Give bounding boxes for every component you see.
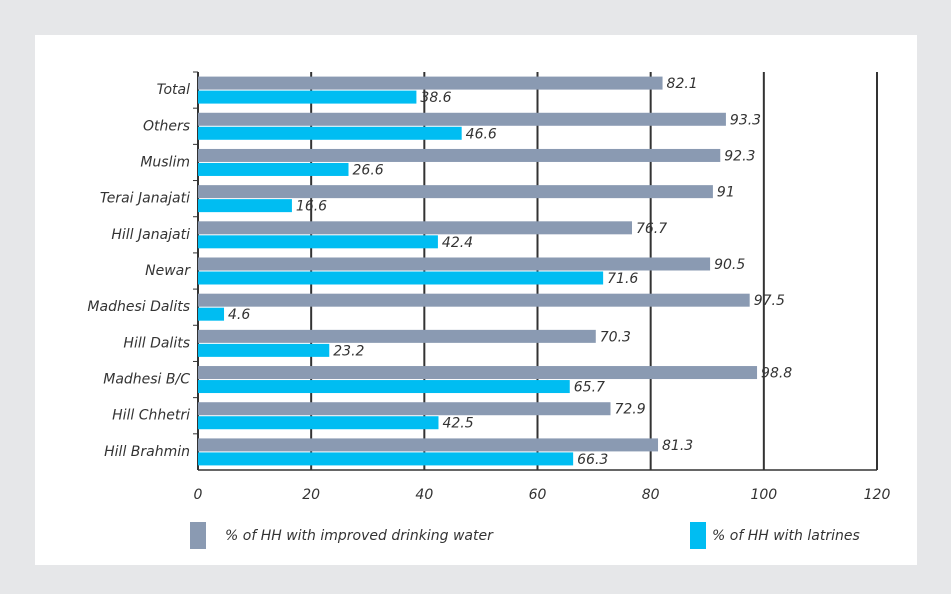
data-label: 26.6	[353, 162, 384, 178]
y-tick-label: Madhesi Dalits	[87, 299, 190, 315]
data-label: 46.6	[466, 126, 497, 142]
bar	[198, 162, 349, 176]
bar	[198, 126, 462, 140]
data-label: 42.4	[442, 235, 473, 251]
data-label: 93.3	[730, 112, 761, 128]
y-tick-label: Terai Janajati	[100, 191, 190, 207]
data-label: 92.3	[724, 148, 755, 164]
data-label: 71.6	[607, 271, 638, 287]
y-tick-label: Hill Dalits	[123, 335, 190, 351]
legend-swatch	[190, 522, 206, 549]
x-tick-label: 120	[864, 487, 891, 503]
data-label: 4.6	[228, 307, 250, 323]
data-label: 16.6	[296, 199, 327, 215]
data-label: 42.5	[442, 416, 473, 432]
bar	[198, 343, 330, 357]
bar	[198, 438, 659, 452]
bar	[198, 271, 604, 285]
data-label: 98.8	[761, 366, 792, 382]
bar	[198, 185, 713, 199]
bar	[198, 257, 711, 271]
y-tick-label: Madhesi B/C	[103, 372, 190, 388]
x-tick-label: 80	[642, 487, 660, 503]
x-tick-label: 40	[415, 487, 433, 503]
y-tick-label: Hill Brahmin	[104, 444, 190, 460]
legend-swatch	[690, 522, 706, 549]
y-tick-label: Hill Chhetri	[112, 408, 190, 424]
data-label: 81.3	[662, 438, 693, 454]
y-tick-label: Newar	[145, 263, 191, 279]
data-label: 65.7	[574, 380, 605, 396]
data-label: 97.5	[754, 293, 785, 309]
bar	[198, 148, 721, 162]
data-label: 72.9	[614, 402, 645, 418]
y-tick-label: Others	[143, 118, 190, 134]
data-label: 90.5	[714, 257, 745, 273]
data-label: 23.2	[333, 343, 364, 359]
legend-label: % of HH with latrines	[712, 528, 860, 544]
bar	[198, 402, 611, 416]
x-tick-label: 0	[194, 487, 203, 503]
bar	[198, 76, 663, 90]
bar	[198, 329, 596, 343]
bar	[198, 452, 574, 466]
bar	[198, 380, 570, 394]
x-tick-label: 20	[302, 487, 320, 503]
y-tick-label: Total	[157, 82, 190, 98]
legend-label: % of HH with improved drinking water	[225, 528, 494, 544]
data-label: 76.7	[636, 221, 667, 237]
bar	[198, 199, 292, 213]
x-tick-label: 60	[529, 487, 547, 503]
y-tick-label: Hill Janajati	[111, 227, 190, 243]
bar	[198, 112, 726, 126]
x-tick-label: 100	[750, 487, 777, 503]
data-label: 66.3	[577, 452, 608, 468]
bar	[198, 293, 750, 307]
data-label: 38.6	[420, 90, 451, 106]
bar	[198, 221, 632, 235]
bar	[198, 235, 438, 249]
bar	[198, 366, 758, 380]
data-label: 70.3	[600, 329, 631, 345]
data-label: 82.1	[667, 76, 698, 92]
data-label: 91	[717, 185, 735, 201]
bar	[198, 90, 417, 104]
y-tick-label: Muslim	[140, 154, 190, 170]
bar	[198, 416, 439, 430]
bar	[198, 307, 225, 321]
